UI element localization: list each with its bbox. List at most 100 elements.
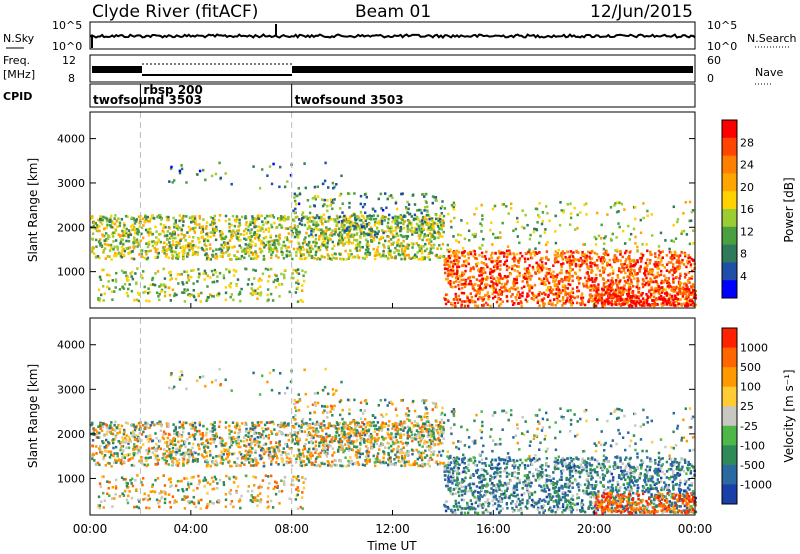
velocity-cell	[128, 452, 132, 456]
power-cell	[185, 215, 188, 218]
power-cell	[138, 293, 141, 296]
power-cell	[660, 281, 663, 285]
power-cell	[523, 285, 526, 288]
power-cell	[240, 215, 244, 219]
power-cell	[278, 283, 281, 286]
power-cell	[188, 294, 191, 298]
power-cell	[675, 254, 679, 257]
power-cell	[174, 220, 177, 223]
velocity-cell	[99, 421, 102, 425]
power-cell	[172, 216, 175, 220]
velocity-cell	[366, 457, 370, 460]
power-cell	[278, 185, 281, 189]
power-cell	[188, 248, 191, 252]
power-cell	[230, 235, 233, 239]
velocity-cell	[271, 450, 274, 453]
power-cell	[689, 265, 692, 268]
power-cell	[106, 243, 109, 247]
power-cell	[296, 225, 299, 228]
power-cell	[327, 220, 330, 223]
power-cell	[369, 234, 373, 237]
colorbar-tick-label: 20	[740, 181, 754, 194]
power-cell	[213, 231, 216, 234]
power-cell	[622, 269, 626, 272]
colorbar-swatch	[722, 120, 737, 139]
power-cell	[453, 216, 456, 220]
power-cell	[605, 289, 608, 293]
power-cell	[582, 284, 586, 288]
power-cell	[120, 245, 124, 249]
power-cell	[136, 245, 139, 248]
velocity-cell	[322, 436, 325, 440]
power-cell	[641, 253, 645, 257]
power-cell	[454, 251, 457, 254]
power-cell	[125, 231, 128, 235]
power-cell	[92, 226, 95, 230]
power-cell	[679, 254, 682, 257]
power-cell	[640, 260, 643, 263]
power-cell	[552, 264, 555, 267]
power-cell	[571, 274, 574, 278]
power-cell	[147, 233, 150, 237]
power-cell	[521, 291, 524, 295]
power-cell	[365, 222, 369, 226]
velocity-cell	[220, 457, 223, 461]
power-cell	[679, 261, 683, 265]
power-cell	[604, 291, 608, 294]
power-cell	[650, 303, 653, 307]
power-cell	[258, 234, 261, 237]
power-cell	[428, 242, 431, 245]
power-cell	[449, 248, 452, 251]
power-cell	[364, 219, 367, 222]
power-cell	[313, 216, 316, 220]
power-cell	[672, 277, 675, 281]
velocity-cell	[122, 432, 126, 436]
power-cell	[512, 287, 515, 291]
power-cell	[91, 250, 94, 254]
velocity-cell	[427, 430, 430, 433]
power-cell	[109, 218, 112, 222]
power-cell	[362, 216, 366, 220]
power-cell	[611, 295, 615, 298]
velocity-cell	[209, 442, 212, 445]
power-cell	[252, 257, 255, 261]
power-cell	[165, 243, 168, 246]
power-cell	[562, 211, 565, 214]
power-cell	[454, 304, 457, 308]
power-cell	[372, 247, 375, 251]
power-cell	[411, 241, 414, 245]
power-cell	[678, 292, 682, 296]
velocity-cell	[132, 452, 135, 455]
power-cell	[355, 222, 359, 226]
power-cell	[497, 278, 500, 281]
power-cell	[331, 253, 334, 257]
nave-label: Nave	[755, 66, 783, 79]
power-cell	[639, 299, 642, 303]
power-cell	[456, 249, 459, 253]
power-cell	[682, 263, 686, 266]
power-cell	[653, 276, 656, 280]
velocity-cell	[368, 458, 372, 462]
power-cell	[132, 219, 136, 222]
velocity-cell	[431, 425, 434, 429]
velocity-cell	[127, 446, 131, 450]
power-cell	[458, 287, 461, 291]
power-cell	[472, 254, 475, 258]
power-cell	[448, 273, 452, 277]
velocity-cell	[108, 456, 112, 459]
power-cell	[212, 254, 215, 257]
power-cell	[425, 234, 428, 237]
power-cell	[277, 256, 280, 259]
power-cell	[582, 243, 585, 246]
velocity-cell	[110, 421, 113, 424]
power-cell	[155, 256, 159, 259]
power-cell	[302, 274, 305, 278]
power-cell	[551, 274, 554, 278]
power-cell	[329, 198, 333, 201]
power-cell	[281, 251, 285, 254]
power-cell	[247, 278, 250, 281]
power-cell	[538, 265, 541, 268]
power-cell	[190, 220, 193, 224]
power-cell	[410, 229, 413, 233]
power-cell	[689, 293, 692, 296]
